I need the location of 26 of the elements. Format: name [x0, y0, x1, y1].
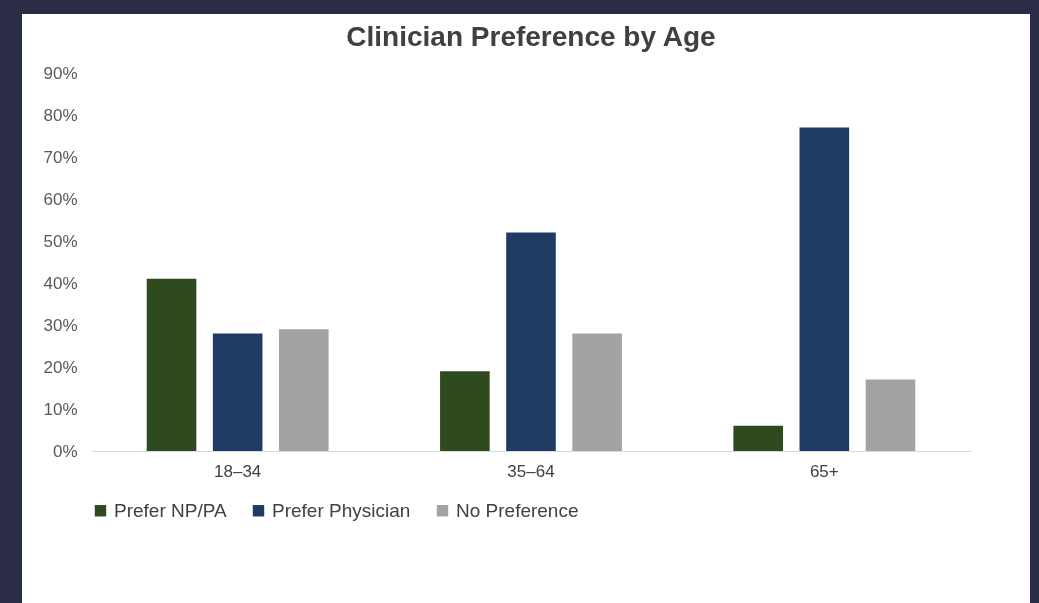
- y-tick-label: 50%: [43, 231, 78, 251]
- bar: [799, 127, 850, 451]
- bar: [865, 379, 916, 451]
- bar: [572, 333, 622, 451]
- bar: [212, 333, 263, 451]
- bar: [279, 329, 329, 451]
- y-tick-label: 30%: [43, 315, 78, 335]
- y-tick-label: 70%: [43, 147, 78, 167]
- y-tick-label: 40%: [43, 273, 78, 293]
- y-tick-label: 0%: [52, 441, 78, 461]
- chart-title: Clinician Preference by Age: [346, 21, 716, 52]
- x-tick-label: 35–64: [507, 461, 555, 481]
- x-tick-label: 65+: [809, 461, 839, 481]
- bar: [440, 371, 490, 451]
- bar: [733, 425, 783, 451]
- y-tick-label: 90%: [43, 63, 78, 83]
- y-tick-label: 10%: [43, 399, 78, 419]
- bar: [506, 232, 556, 451]
- x-tick-label: 18–34: [214, 461, 262, 481]
- y-tick-label: 80%: [43, 105, 78, 125]
- legend-label: Prefer NP/PA: [114, 499, 227, 521]
- bar: [146, 278, 197, 451]
- y-tick-label: 20%: [43, 357, 78, 377]
- y-tick-label: 60%: [43, 189, 78, 209]
- legend-label: Prefer Physician: [272, 499, 411, 521]
- legend-label: No Preference: [456, 499, 579, 521]
